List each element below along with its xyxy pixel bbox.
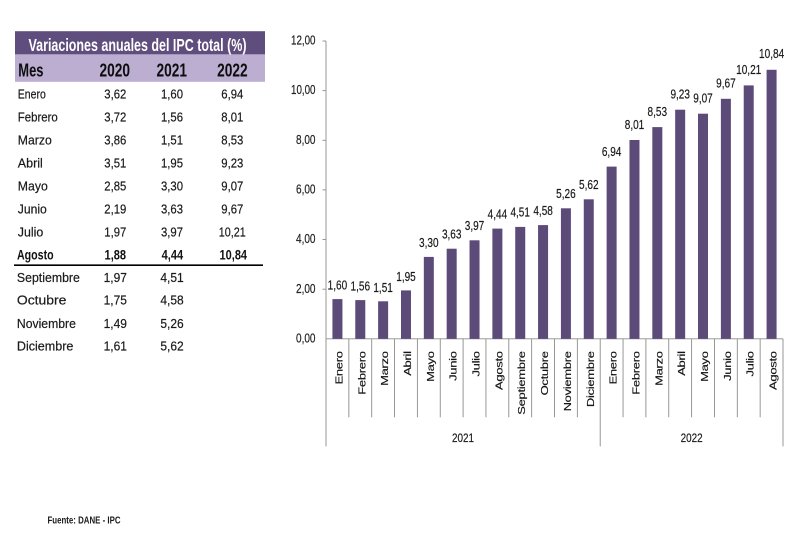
svg-text:Septiembre: Septiembre (516, 350, 527, 414)
svg-text:Julio: Julio (745, 351, 756, 377)
svg-text:1,97: 1,97 (104, 270, 127, 285)
svg-text:10,21: 10,21 (219, 224, 246, 239)
svg-text:10,00: 10,00 (291, 82, 316, 97)
svg-text:Mayo: Mayo (699, 350, 710, 381)
svg-text:Octubre: Octubre (539, 350, 550, 395)
svg-text:10,21: 10,21 (736, 62, 761, 77)
svg-text:4,58: 4,58 (160, 293, 183, 308)
svg-text:1,95: 1,95 (396, 269, 416, 284)
svg-text:2021: 2021 (452, 431, 474, 445)
svg-text:Agosto: Agosto (17, 247, 54, 263)
svg-text:Septiembre: Septiembre (17, 270, 80, 285)
svg-text:6,00: 6,00 (296, 182, 316, 197)
svg-text:1,49: 1,49 (104, 316, 127, 331)
svg-text:Marzo: Marzo (379, 351, 390, 386)
svg-text:8,01: 8,01 (625, 117, 645, 132)
svg-text:9,23: 9,23 (670, 87, 690, 102)
svg-text:Variaciones anuales del IPC to: Variaciones anuales del IPC total (%) (29, 35, 247, 55)
svg-text:Diciembre: Diciembre (17, 339, 74, 354)
svg-text:2020: 2020 (99, 61, 130, 81)
svg-text:0,00: 0,00 (296, 330, 316, 345)
svg-text:Enero: Enero (608, 351, 619, 385)
svg-text:Enero: Enero (18, 86, 46, 101)
svg-text:5,62: 5,62 (160, 339, 183, 354)
svg-text:9,23: 9,23 (221, 155, 243, 170)
svg-text:3,30: 3,30 (419, 235, 439, 250)
svg-text:3,30: 3,30 (161, 178, 183, 193)
svg-text:Mayo: Mayo (18, 178, 48, 193)
svg-text:3,97: 3,97 (465, 218, 485, 233)
svg-text:10,84: 10,84 (220, 247, 248, 263)
svg-text:5,62: 5,62 (579, 177, 599, 192)
svg-text:Diciembre: Diciembre (585, 350, 596, 407)
svg-text:2,19: 2,19 (104, 201, 126, 216)
svg-text:Noviembre: Noviembre (17, 316, 76, 331)
svg-text:1,51: 1,51 (161, 132, 183, 147)
svg-text:5,26: 5,26 (160, 316, 183, 331)
svg-text:3,86: 3,86 (104, 132, 126, 147)
svg-text:4,58: 4,58 (533, 203, 553, 218)
svg-text:Octubre: Octubre (17, 293, 67, 308)
svg-text:8,00: 8,00 (296, 132, 316, 147)
svg-text:2021: 2021 (156, 61, 187, 81)
svg-text:9,07: 9,07 (221, 178, 243, 193)
svg-text:1,51: 1,51 (373, 280, 393, 295)
svg-text:Marzo: Marzo (653, 351, 664, 386)
svg-text:1,60: 1,60 (328, 278, 348, 293)
svg-text:1,60: 1,60 (161, 86, 183, 101)
svg-text:4,00: 4,00 (296, 231, 316, 246)
svg-text:1,56: 1,56 (351, 279, 371, 294)
svg-text:6,94: 6,94 (602, 144, 622, 159)
svg-text:Abril: Abril (18, 155, 43, 170)
svg-text:4,44: 4,44 (162, 247, 184, 263)
svg-text:1,97: 1,97 (104, 224, 126, 239)
svg-text:3,72: 3,72 (104, 109, 126, 124)
svg-text:9,67: 9,67 (716, 76, 736, 91)
svg-text:8,53: 8,53 (221, 132, 243, 147)
svg-text:2022: 2022 (217, 61, 248, 81)
svg-text:2,85: 2,85 (104, 178, 126, 193)
svg-text:Abril: Abril (402, 351, 413, 376)
svg-text:Marzo: Marzo (18, 132, 52, 147)
svg-text:1,61: 1,61 (104, 339, 127, 354)
svg-text:Mayo: Mayo (425, 350, 436, 381)
svg-text:Fuente: DANE - IPC: Fuente: DANE - IPC (48, 516, 121, 527)
svg-text:3,63: 3,63 (161, 201, 183, 216)
svg-text:8,01: 8,01 (221, 109, 243, 124)
svg-text:Julio: Julio (471, 351, 482, 377)
svg-text:Noviembre: Noviembre (562, 351, 573, 412)
svg-text:Junio: Junio (448, 351, 459, 381)
svg-text:1,88: 1,88 (105, 247, 127, 263)
svg-text:Junio: Junio (18, 201, 47, 216)
svg-text:4,44: 4,44 (488, 206, 508, 221)
svg-text:Agosto: Agosto (494, 350, 505, 389)
svg-text:Mes: Mes (18, 61, 43, 81)
svg-text:1,56: 1,56 (161, 109, 183, 124)
svg-text:2022: 2022 (681, 431, 703, 445)
svg-text:Abril: Abril (676, 351, 687, 376)
svg-text:Julio: Julio (18, 224, 44, 239)
svg-text:Febrero: Febrero (18, 109, 58, 124)
svg-text:6,94: 6,94 (221, 86, 243, 101)
svg-text:5,26: 5,26 (556, 186, 576, 201)
svg-text:3,63: 3,63 (442, 227, 462, 242)
svg-text:1,95: 1,95 (161, 155, 183, 170)
svg-text:4,51: 4,51 (510, 205, 530, 220)
svg-text:9,07: 9,07 (693, 91, 713, 106)
svg-text:Agosto: Agosto (768, 350, 779, 389)
svg-text:4,51: 4,51 (160, 270, 183, 285)
svg-text:Junio: Junio (722, 351, 733, 381)
svg-text:3,51: 3,51 (104, 155, 126, 170)
svg-text:2,00: 2,00 (296, 281, 316, 296)
svg-text:3,62: 3,62 (104, 86, 126, 101)
svg-text:Febrero: Febrero (631, 350, 642, 394)
svg-text:9,67: 9,67 (221, 201, 243, 216)
svg-text:Febrero: Febrero (356, 350, 367, 394)
svg-text:12,00: 12,00 (291, 33, 316, 48)
svg-text:10,84: 10,84 (759, 46, 784, 61)
svg-text:1,75: 1,75 (104, 293, 127, 308)
svg-text:3,97: 3,97 (161, 224, 183, 239)
svg-text:8,53: 8,53 (648, 104, 668, 119)
svg-text:Enero: Enero (334, 351, 345, 385)
